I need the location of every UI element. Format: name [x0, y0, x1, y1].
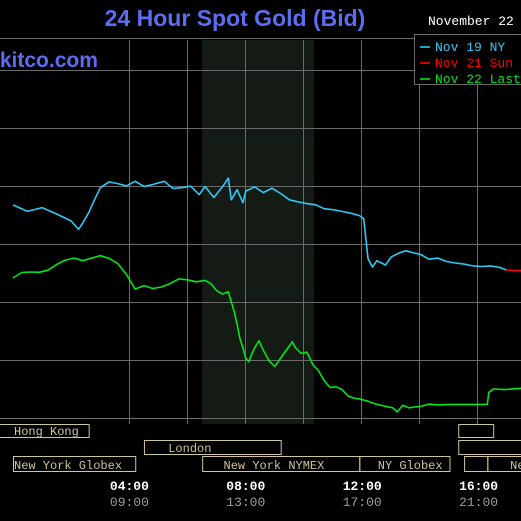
legend-box: [414, 34, 521, 85]
market-bars: Hong Kong London New York Globex New York N…: [0, 424, 521, 473]
x-tick-label-secondary: 13:00: [226, 495, 265, 510]
market-label: Hong Kong: [14, 425, 79, 439]
market-label: New: [510, 459, 521, 473]
x-tick-label-primary: 16:00: [459, 479, 498, 494]
market-label: New York Globex: [14, 459, 122, 473]
series-line-nov-21-sun: [506, 269, 521, 272]
watermark-text: kitco.com: [0, 49, 98, 72]
x-tick-label-primary: 12:00: [343, 479, 382, 494]
legend-label: Nov 22 Last: [435, 72, 521, 87]
kitco-watermark: .kitco.com: [0, 49, 98, 73]
market-bar: [487, 456, 521, 472]
market-bar: [13, 456, 137, 472]
grid-lines: [0, 38, 521, 424]
x-tick-label-primary: 08:00: [226, 479, 265, 494]
series-line-nov-19-ny: [12, 177, 507, 271]
x-tick-label-secondary: 09:00: [110, 495, 149, 510]
series-line-nov-22-last: [12, 254, 521, 413]
market-bar: [0, 424, 90, 438]
x-tick-label-primary: 04:00: [110, 479, 149, 494]
market-bar: [458, 440, 521, 455]
market-bar: [458, 424, 495, 438]
legend-label: Nov 21 Sun: [435, 56, 513, 71]
market-bar: [464, 456, 489, 472]
chart-title: 24 Hour Spot Gold (Bid): [104, 5, 366, 31]
market-label: NY Globex: [378, 459, 443, 473]
market-label: New York NYMEX: [224, 459, 325, 473]
shaded-session-region: [202, 40, 315, 424]
x-tick-label-secondary: 17:00: [343, 495, 382, 510]
chart-date: November 22: [428, 14, 514, 29]
market-label: London: [168, 442, 211, 456]
market-bar: [359, 456, 451, 472]
legend-label: Nov 19 NY: [435, 40, 505, 55]
market-bar: [143, 440, 282, 455]
x-tick-label-secondary: 21:00: [459, 495, 498, 510]
